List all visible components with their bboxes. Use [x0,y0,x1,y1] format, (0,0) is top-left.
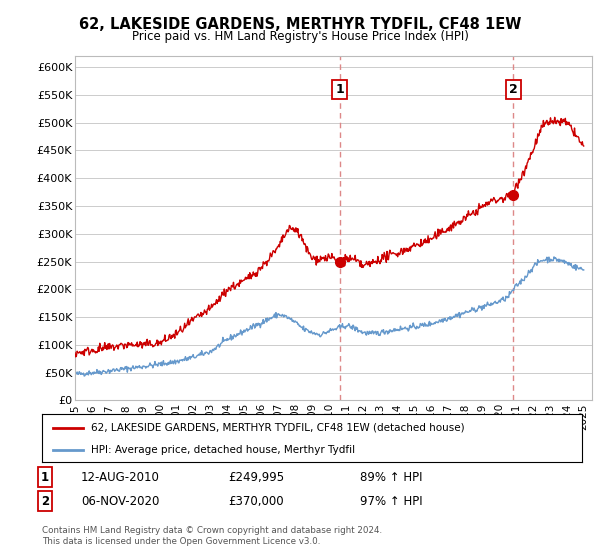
Text: 1: 1 [41,470,49,484]
Text: 62, LAKESIDE GARDENS, MERTHYR TYDFIL, CF48 1EW: 62, LAKESIDE GARDENS, MERTHYR TYDFIL, CF… [79,17,521,32]
Text: 2: 2 [509,83,518,96]
Text: 06-NOV-2020: 06-NOV-2020 [81,494,160,508]
Text: Price paid vs. HM Land Registry's House Price Index (HPI): Price paid vs. HM Land Registry's House … [131,30,469,43]
Text: 62, LAKESIDE GARDENS, MERTHYR TYDFIL, CF48 1EW (detached house): 62, LAKESIDE GARDENS, MERTHYR TYDFIL, CF… [91,423,464,433]
Text: 2: 2 [41,494,49,508]
Text: Contains HM Land Registry data © Crown copyright and database right 2024.
This d: Contains HM Land Registry data © Crown c… [42,526,382,546]
Text: HPI: Average price, detached house, Merthyr Tydfil: HPI: Average price, detached house, Mert… [91,445,355,455]
Text: £370,000: £370,000 [228,494,284,508]
Text: £249,995: £249,995 [228,470,284,484]
Text: 97% ↑ HPI: 97% ↑ HPI [360,494,422,508]
Text: 12-AUG-2010: 12-AUG-2010 [81,470,160,484]
Text: 89% ↑ HPI: 89% ↑ HPI [360,470,422,484]
Text: 1: 1 [335,83,344,96]
